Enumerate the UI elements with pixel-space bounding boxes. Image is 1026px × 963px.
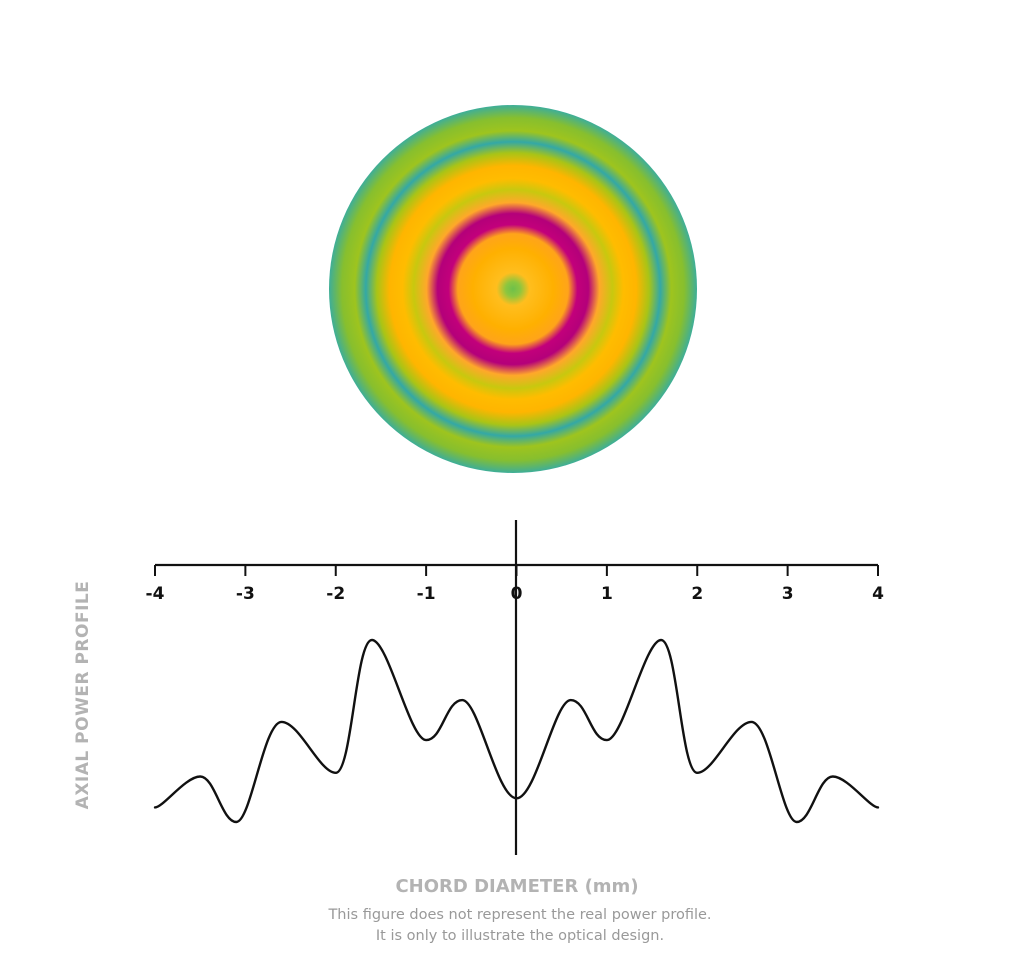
series-line-power-profile (153, 638, 880, 824)
lens-power-map (329, 105, 697, 473)
x-tick-label-7: 3 (782, 584, 794, 604)
disclaimer-line-2: It is only to illustrate the optical des… (376, 928, 664, 944)
disclaimer-line-1: This figure does not represent the real … (327, 907, 711, 923)
x-tick-label-2: -2 (326, 584, 345, 604)
x-tick-label-0: -4 (146, 584, 165, 604)
x-tick-label-3: -1 (417, 584, 436, 604)
x-tick-label-1: -3 (236, 584, 255, 604)
x-axis-tick-labels: -4 -3 -2 -1 0 1 2 3 4 (146, 584, 885, 604)
y-axis-label: AXIAL POWER PROFILE (73, 581, 93, 810)
x-tick-label-4: 0 (511, 584, 523, 604)
x-axis-ticks (154, 565, 879, 576)
power-profile-plot: -4 -3 -2 -1 0 1 2 3 4 (146, 520, 885, 855)
x-tick-label-6: 2 (691, 584, 703, 604)
x-axis-label: CHORD DIAMETER (mm) (395, 876, 638, 897)
x-tick-label-8: 4 (872, 584, 884, 604)
x-tick-label-5: 1 (601, 584, 613, 604)
